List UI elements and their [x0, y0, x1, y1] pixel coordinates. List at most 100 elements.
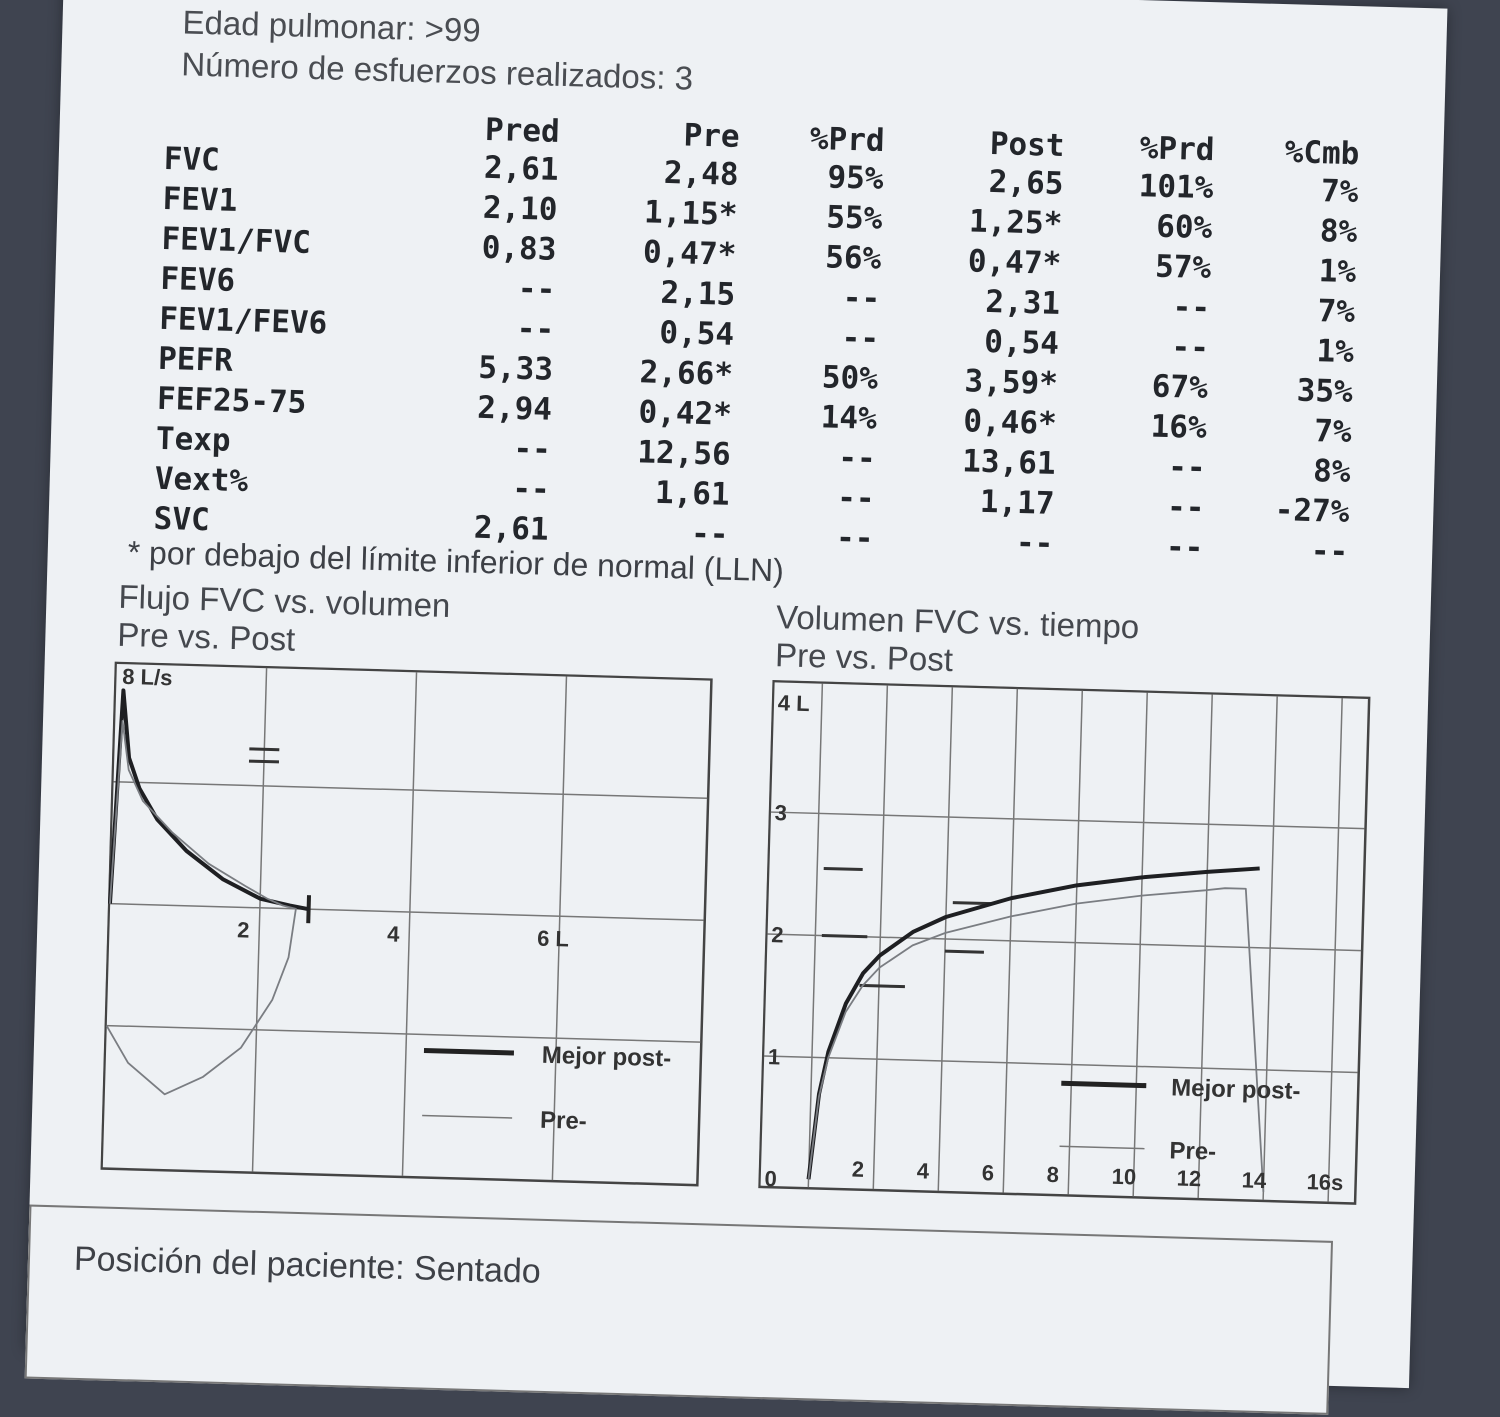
cell-post: 0,47* [967, 243, 1062, 282]
cell-pred: -- [517, 270, 556, 308]
cell-cmb: 7% [1317, 293, 1356, 331]
cell-pred: 5,33 [477, 349, 554, 388]
volume-time-x-tick: 14 [1241, 1167, 1267, 1193]
patient-position-text: Posición del paciente: Sentado [73, 1239, 542, 1291]
flow-volume-hgrid [106, 1024, 701, 1043]
flow-volume-series-pre [105, 720, 297, 1096]
volume-time-subtitle: Pre vs. Post [774, 636, 954, 679]
volume-time-legend-pre-swatch [1059, 1145, 1145, 1150]
cell-prd-pre: 56% [824, 239, 882, 277]
volume-time-series-pre [807, 887, 1265, 1193]
flow-volume-hgrid [113, 780, 708, 800]
flow-volume-legend-post-swatch [423, 1047, 515, 1056]
cell-cmb: 7% [1313, 413, 1353, 451]
cell-prd-pre: -- [837, 439, 877, 477]
cell-prd-pre: 55% [825, 199, 883, 237]
col-post: Post [989, 125, 1065, 164]
cell-pred: 2,94 [476, 389, 553, 428]
flow-volume-vgrid [251, 667, 268, 1172]
cell-cmb: 1% [1318, 253, 1357, 291]
flow-volume-x-tick-4: 4 [387, 921, 401, 946]
flow-volume-ref-mark [249, 747, 280, 752]
efforts-text: Número de esfuerzos realizados: 3 [180, 45, 694, 97]
volume-time-reference-marks [821, 866, 992, 989]
col-cmb: %Cmb [1284, 134, 1360, 173]
lung-age-text: Edad pulmonar: >99 [182, 3, 482, 49]
cell-cmb: 1% [1316, 333, 1355, 371]
row-label-fev1-fvc: FEV1/FVC [161, 220, 312, 261]
cell-post: 13,61 [961, 443, 1057, 482]
spirometry-report-paper: Edad pulmonar: >99 Número de esfuerzos r… [24, 0, 1448, 1415]
volume-time-hgrid [763, 1055, 1358, 1074]
cell-post: 0,54 [983, 323, 1060, 362]
row-label-fvc: FVC [163, 140, 221, 179]
cell-pred: 0,83 [481, 229, 557, 268]
volume-time-grid [763, 683, 1365, 1202]
volume-time-x-tick: 2 [851, 1156, 864, 1181]
row-label-fev1-fev6: FEV1/FEV6 [158, 300, 328, 342]
cell-cmb: 35% [1296, 372, 1354, 411]
cell-post: 1,25* [968, 203, 1063, 242]
cell-cmb: -27% [1274, 492, 1350, 531]
volume-time-frame [758, 680, 1371, 1205]
row-label-fev1: FEV1 [162, 180, 238, 219]
cell-cmb: 8% [1319, 213, 1358, 251]
flow-volume-chart: 8 L/s 2 4 6 L Mejor post- Pre- [100, 661, 713, 1187]
volume-time-ref-mark [952, 901, 992, 906]
cell-cmb: 8% [1312, 453, 1351, 491]
flow-volume-subtitle: Pre vs. Post [116, 615, 296, 658]
volume-time-x-tick: 16s [1306, 1169, 1343, 1195]
volume-time-legend-post-swatch [1061, 1080, 1147, 1089]
cell-cmb: -- [1310, 533, 1349, 571]
flow-volume-hgrid [109, 902, 704, 921]
volume-time-x-tick: 8 [1046, 1162, 1059, 1187]
row-label-svc: SVC [153, 500, 211, 539]
flow-volume-y-top-label: 8 L/s [122, 664, 173, 690]
volume-time-y-tick: 2 [771, 922, 784, 947]
volume-time-ref-mark [944, 949, 984, 954]
cell-pred: -- [516, 310, 555, 348]
row-label-fev6: FEV6 [159, 260, 236, 299]
cell-post: 2,31 [984, 283, 1061, 322]
cell-pred: -- [512, 430, 552, 468]
volume-time-ref-mark [823, 866, 863, 872]
flow-volume-legend-pre-swatch [422, 1114, 513, 1119]
row-label-fef25-75: FEF25-75 [156, 380, 307, 421]
row-label-texp: Texp [155, 420, 232, 459]
cell-prd-pre: 14% [820, 399, 878, 437]
cell-post: 2,65 [988, 163, 1064, 202]
cell-post: 3,59* [964, 363, 1059, 402]
volume-time-legend-post: Mejor post- [1171, 1074, 1301, 1105]
volume-time-hgrid [770, 811, 1365, 830]
flow-volume-series-post [107, 688, 310, 912]
flow-volume-x-tick-6: 6 L [537, 926, 569, 952]
cell-prd-pre: -- [842, 279, 881, 317]
volume-time-legend-pre: Pre- [1169, 1137, 1216, 1165]
flow-volume-vgrid [401, 672, 418, 1176]
cell-pred: 2,61 [483, 149, 560, 188]
volume-time-x-tick: 6 [981, 1160, 994, 1185]
flow-volume-hgrid [116, 661, 711, 678]
flow-volume-ref-mark [248, 759, 280, 764]
cell-cmb: 7% [1320, 173, 1359, 211]
cell-prd-pre: 95% [827, 159, 884, 197]
cell-post: 1,17 [979, 483, 1055, 522]
flow-volume-frame [100, 661, 713, 1187]
row-label-pefr: PEFR [157, 340, 234, 379]
volume-time-series [806, 866, 1265, 1193]
cell-pred: -- [511, 470, 551, 508]
flow-volume-legend-post: Mejor post- [542, 1042, 672, 1073]
volume-time-ref-mark [821, 934, 868, 939]
volume-time-series-post [806, 866, 1260, 1180]
volume-time-y-tick: 1 [768, 1044, 781, 1069]
flow-volume-vgrid [551, 676, 568, 1181]
flow-volume-grid [106, 661, 711, 1181]
col-prd-pre: %Prd [809, 120, 886, 159]
volume-time-y-tick: 4 L [777, 690, 809, 716]
flow-volume-x-tick-2: 2 [237, 917, 250, 942]
volume-time-x-tick: 10 [1111, 1164, 1136, 1190]
volume-time-ref-mark [859, 983, 905, 989]
row-label-vext-: Vext% [154, 460, 249, 500]
